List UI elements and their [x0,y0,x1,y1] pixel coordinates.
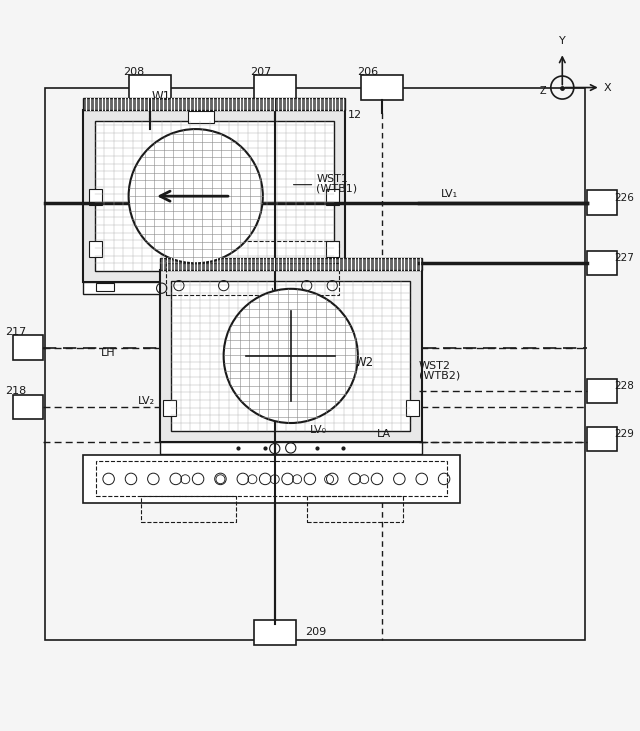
Bar [90,240,102,257]
Bar [160,442,422,454]
Bar [406,401,419,416]
Text: 227: 227 [614,254,635,263]
Bar [13,336,44,360]
Bar [83,110,345,282]
Text: 12: 12 [348,110,362,120]
Bar [96,283,114,292]
Bar [326,189,339,205]
Bar [83,455,460,503]
Bar [166,263,339,295]
Bar [326,240,339,257]
Text: 217: 217 [4,327,26,337]
Bar [95,121,333,271]
Text: Z: Z [540,86,547,96]
Bar [141,496,236,522]
Bar [172,281,410,431]
Text: LA: LA [377,429,391,439]
Text: W2: W2 [355,355,374,368]
Text: 228: 228 [614,381,635,391]
Bar [307,496,403,522]
Bar [587,251,617,276]
Text: (WTB1): (WTB1) [316,183,357,193]
Text: (WTB2): (WTB2) [419,371,460,380]
Bar [96,461,447,496]
Bar [90,189,102,205]
Text: WST1: WST1 [316,174,348,184]
Text: W1: W1 [152,91,172,103]
Text: 229: 229 [614,429,635,439]
Text: 14: 14 [278,311,292,322]
Bar [13,395,44,419]
Text: 206: 206 [358,67,379,77]
Text: X: X [604,83,611,93]
Bar [254,75,296,99]
Text: 226: 226 [614,193,635,202]
Text: WST2: WST2 [419,360,451,371]
Bar [129,75,171,99]
Text: 209: 209 [305,627,326,637]
Bar [188,111,214,123]
Bar [45,88,585,640]
Bar [587,379,617,404]
Circle shape [129,129,263,263]
Text: LV₀: LV₀ [310,425,327,435]
Bar [160,270,422,442]
Bar [83,282,345,294]
Text: LH: LH [101,348,116,358]
Bar [587,427,617,451]
Bar [254,621,296,645]
Text: LV₂: LV₂ [138,396,154,406]
Bar [166,241,339,263]
Bar [83,99,345,110]
Text: 208: 208 [124,67,145,77]
Bar [362,75,403,99]
Circle shape [223,289,358,423]
Text: 207: 207 [250,67,271,77]
Bar [160,258,422,270]
Bar [587,190,617,215]
Text: 218: 218 [4,386,26,396]
Text: LV₁: LV₁ [441,189,458,200]
Bar [163,401,176,416]
Text: Y: Y [559,36,566,46]
